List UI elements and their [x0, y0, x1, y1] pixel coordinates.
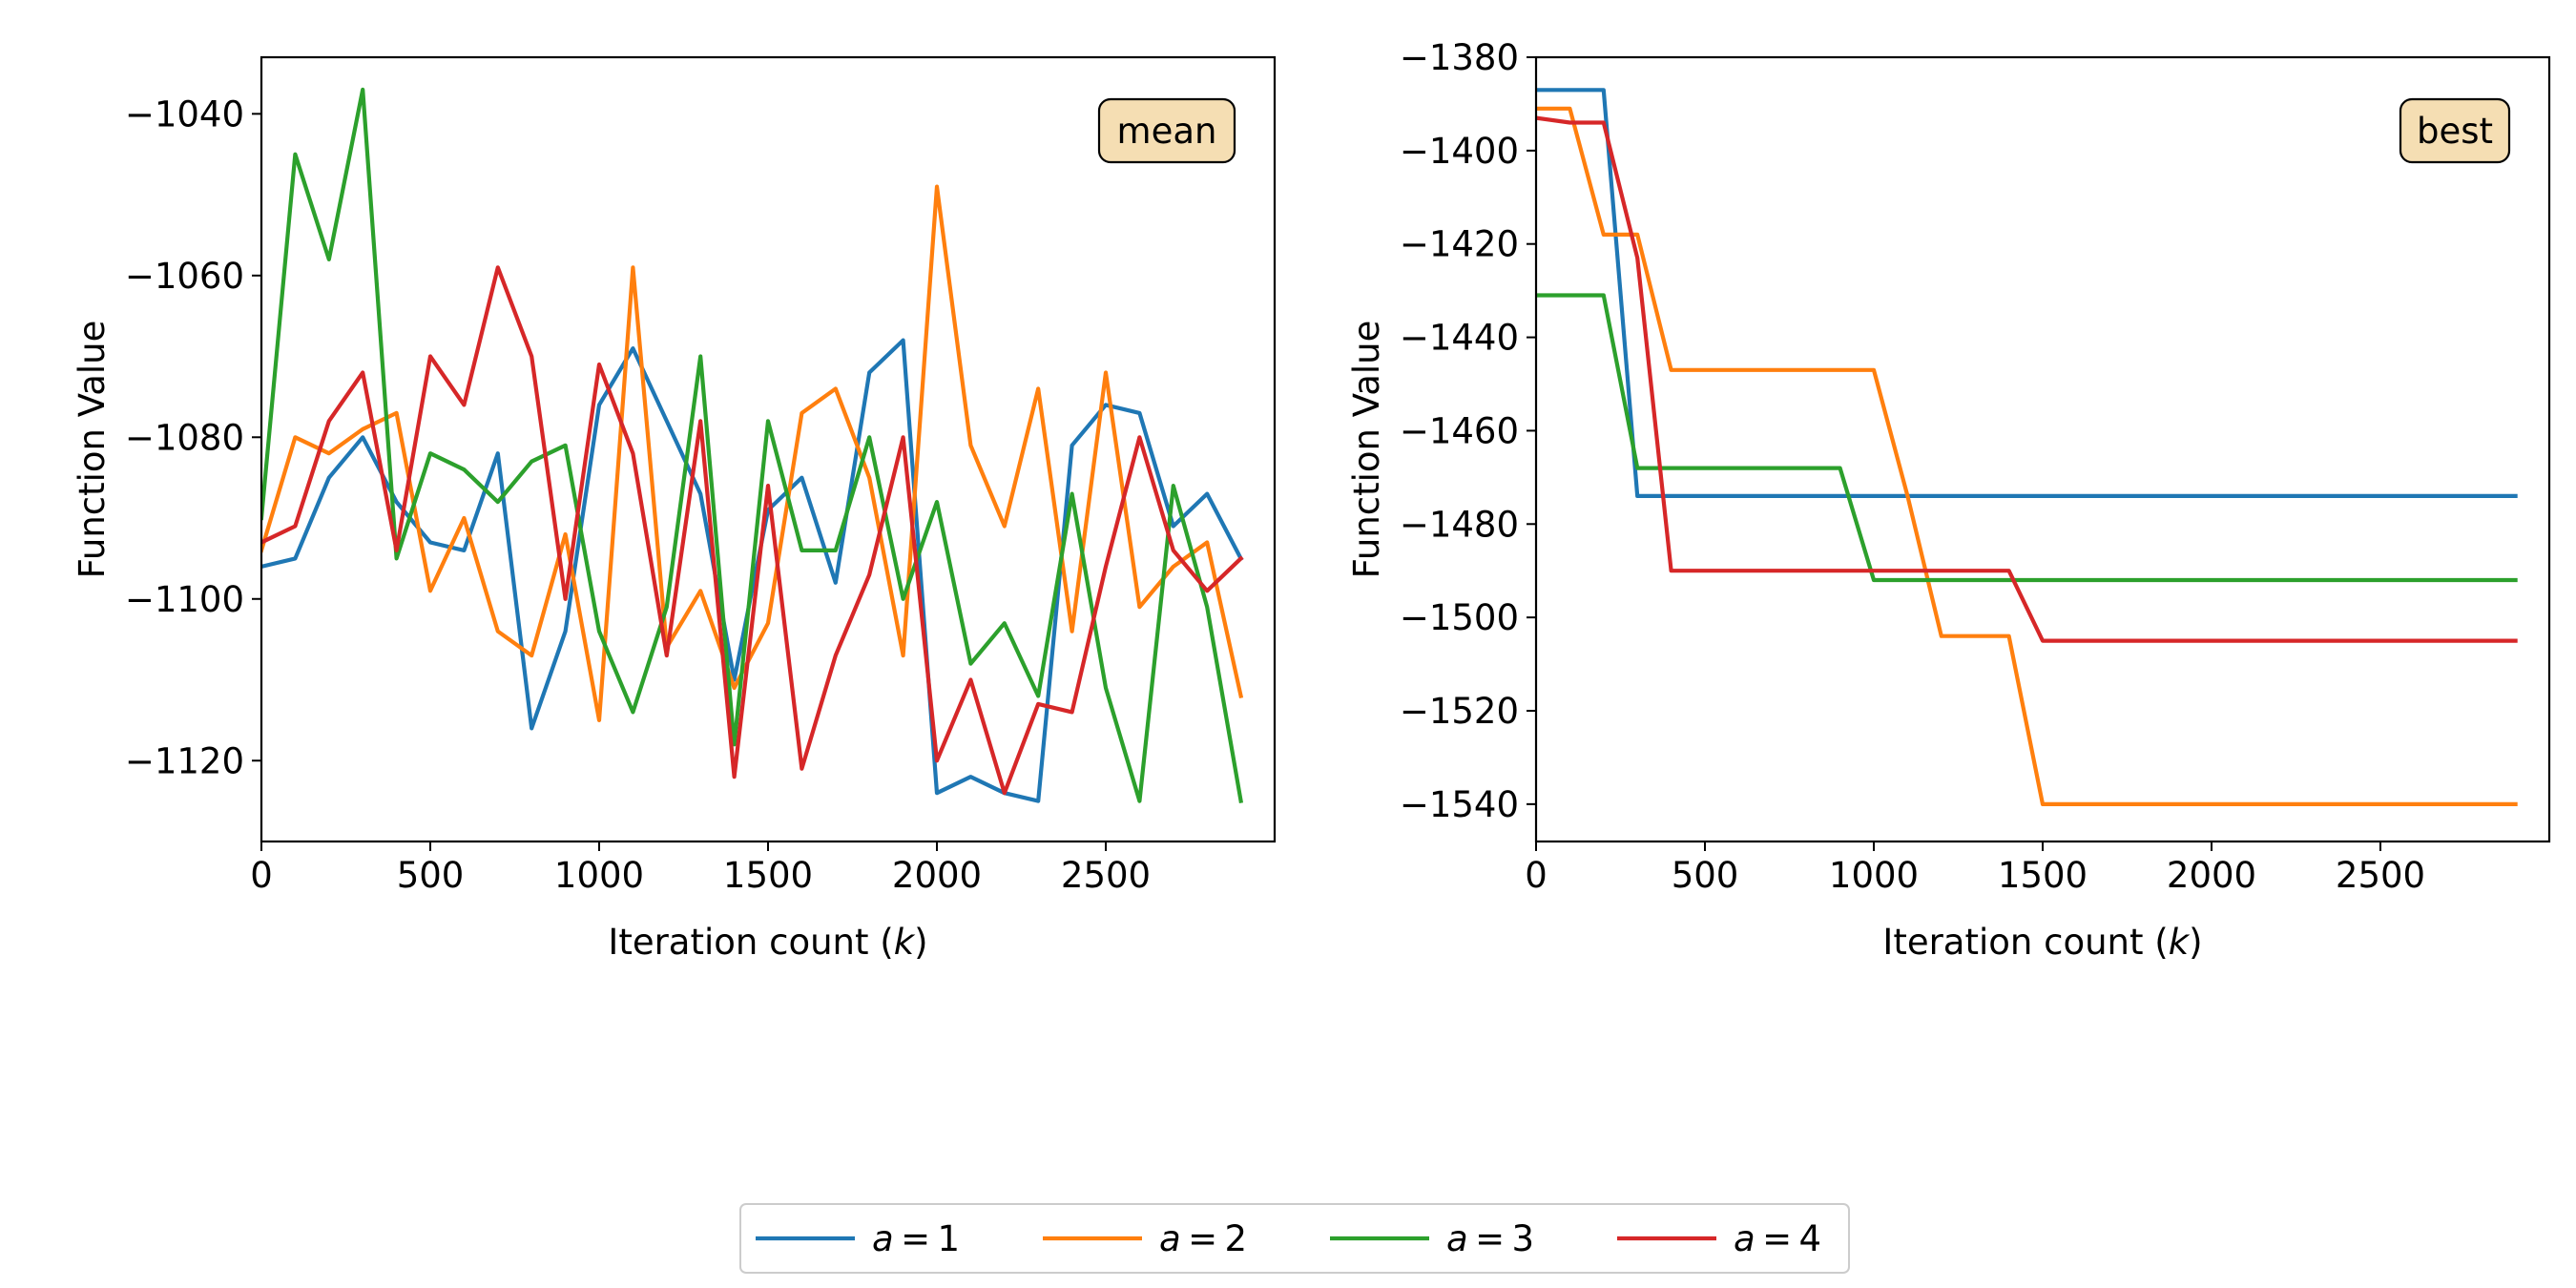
y-tick-label: −1380 — [1400, 37, 1519, 78]
y-tick-label: −1120 — [125, 740, 244, 781]
legend-label-1: a = 1 — [872, 1218, 960, 1259]
legend-var: a — [1734, 1218, 1755, 1259]
y-axis-label: Function Value — [72, 321, 113, 579]
xlabel-var: k — [894, 922, 916, 963]
series-line-2 — [1536, 106, 2518, 807]
y-tick-label: −1540 — [1400, 784, 1519, 825]
y-tick-label: −1420 — [1400, 224, 1519, 265]
legend-label-2: a = 2 — [1159, 1218, 1247, 1259]
x-tick-label: 500 — [1672, 855, 1739, 896]
y-tick-label: −1500 — [1400, 597, 1519, 638]
y-tick-label: −1520 — [1400, 691, 1519, 732]
annotation-label: mean — [1117, 111, 1217, 152]
xlabel-part: ) — [2189, 922, 2202, 963]
x-tick-label: 1000 — [554, 855, 644, 896]
y-tick-label: −1480 — [1400, 504, 1519, 545]
y-tick-label: −1100 — [125, 579, 244, 620]
series-line-3 — [1536, 293, 2518, 583]
x-tick-label: 2500 — [2336, 855, 2425, 896]
xlabel-var: k — [2169, 922, 2191, 963]
x-tick-label: 2000 — [2167, 855, 2256, 896]
legend-eq: = 4 — [1755, 1218, 1821, 1259]
y-tick-label: −1080 — [125, 417, 244, 458]
x-axis-label: Iteration count (k) — [608, 922, 927, 963]
legend-eq: = 2 — [1181, 1218, 1247, 1259]
x-axis-label: Iteration count (k) — [1882, 922, 2202, 963]
x-tick-label: 500 — [397, 855, 465, 896]
series-line-2 — [261, 184, 1244, 723]
series-line-1 — [1536, 88, 2518, 499]
x-tick-label: 2000 — [892, 855, 982, 896]
xlabel-part: Iteration count ( — [608, 922, 893, 963]
series-line-4 — [261, 265, 1244, 796]
x-tick-label: 0 — [250, 855, 273, 896]
series-line-4 — [1536, 115, 2518, 643]
axes-frame — [1534, 55, 2551, 843]
y-tick-label: −1400 — [1400, 131, 1519, 172]
y-tick-label: −1460 — [1400, 410, 1519, 451]
legend-var: a — [1159, 1218, 1181, 1259]
annotation-badge — [1097, 97, 1236, 164]
best-subplot: 0 500 1000 1500 2000 2500 −1540 −1520 −1500 −1480… — [1346, 37, 2551, 963]
legend-eq: = 3 — [1468, 1218, 1534, 1259]
annotation-label: best — [2417, 111, 2493, 152]
annotation-badge — [2399, 97, 2511, 164]
series-group — [261, 87, 1244, 804]
legend-label-3: a = 3 — [1446, 1218, 1534, 1259]
series-group — [1536, 88, 2518, 807]
legend-box — [739, 1203, 1850, 1274]
xlabel-part: Iteration count ( — [1882, 922, 2168, 963]
legend-eq: = 1 — [894, 1218, 960, 1259]
x-tick-label: 1000 — [1829, 855, 1919, 896]
x-tick-label: 1500 — [1998, 855, 2088, 896]
x-tick-label: 1500 — [723, 855, 813, 896]
xlabel-part: ) — [914, 922, 927, 963]
y-axis-label: Function Value — [1346, 321, 1387, 579]
legend-var: a — [872, 1218, 894, 1259]
y-tick-label: −1440 — [1400, 318, 1519, 359]
series-line-3 — [261, 87, 1244, 804]
x-tick-label: 2500 — [1061, 855, 1151, 896]
x-tick-label: 0 — [1525, 855, 1548, 896]
legend-var: a — [1446, 1218, 1468, 1259]
mean-subplot: 0 500 1000 1500 2000 2500 −1120 −1100 −1080 −1060… — [72, 55, 1277, 963]
y-tick-label: −1060 — [125, 256, 244, 297]
y-tick-label: −1040 — [125, 93, 244, 135]
legend-label-4: a = 4 — [1734, 1218, 1821, 1259]
